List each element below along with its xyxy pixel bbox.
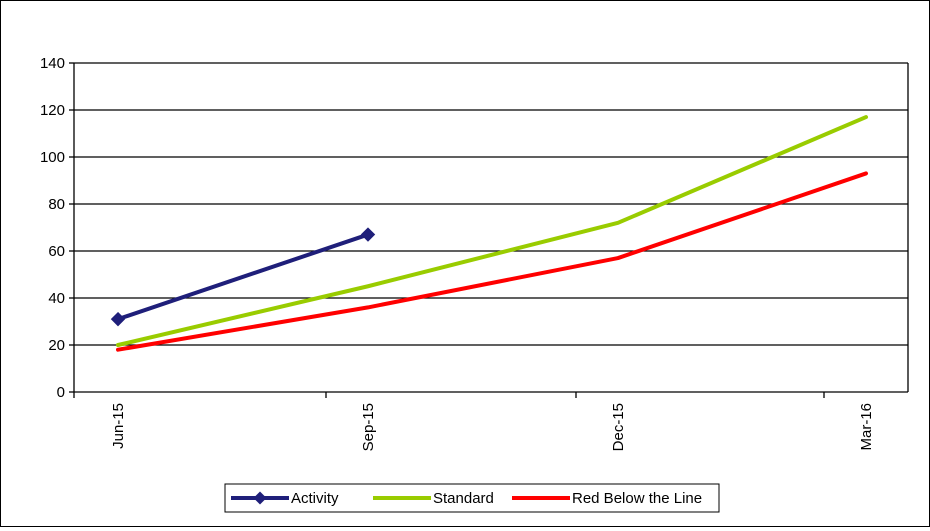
x-tick-label: Sep-15 <box>360 403 377 451</box>
y-tick-label: 60 <box>48 243 65 260</box>
y-tick-labels: 0 20 40 60 80 100 120 140 <box>40 55 65 401</box>
y-tick-label: 100 <box>40 149 65 166</box>
legend: Activity Standard Red Below the Line <box>224 483 720 513</box>
legend-border <box>224 483 720 513</box>
x-tick-label: Mar-16 <box>858 403 875 451</box>
x-tick-label: Jun-15 <box>110 403 127 449</box>
y-tick-label: 0 <box>57 384 65 401</box>
x-tick-labels: Jun-15 Sep-15 Dec-15 Mar-16 <box>110 403 875 451</box>
legend-label: Standard <box>433 490 494 507</box>
series-line-standard <box>116 115 868 347</box>
y-tick-label: 80 <box>48 196 65 213</box>
series-line-activity <box>116 232 370 322</box>
series-line-red-below-the-line <box>116 171 868 352</box>
y-tick-label: 40 <box>48 290 65 307</box>
legend-label: Activity <box>291 490 339 507</box>
series-lines <box>110 115 868 352</box>
axes <box>69 62 909 398</box>
data-point-marker <box>110 311 126 327</box>
y-tick-label: 20 <box>48 337 65 354</box>
legend-marker <box>253 491 267 505</box>
legend-label: Red Below the Line <box>572 490 702 507</box>
y-tick-label: 120 <box>40 102 65 119</box>
y-tick-label: 140 <box>40 55 65 72</box>
x-tick-label: Dec-15 <box>610 403 627 451</box>
data-point-marker <box>360 227 376 242</box>
gridlines <box>74 62 908 346</box>
